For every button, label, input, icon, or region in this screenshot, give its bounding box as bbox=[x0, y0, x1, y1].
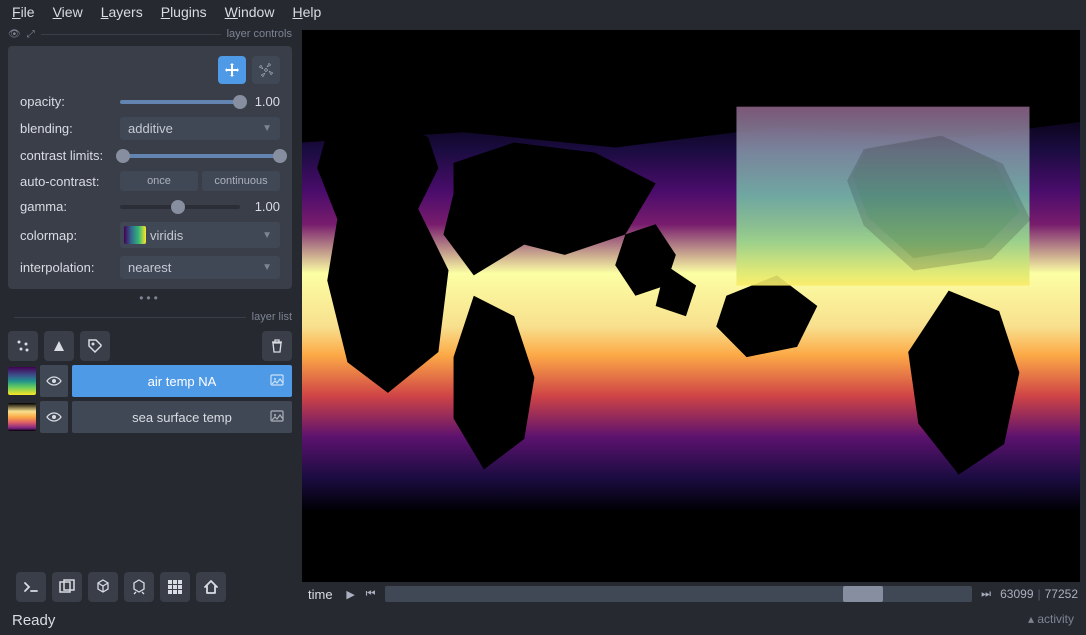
step-forward-button[interactable]: ⏭ bbox=[980, 586, 992, 602]
delete-layer-button[interactable] bbox=[262, 331, 292, 361]
layer-item[interactable]: air temp NA bbox=[72, 365, 292, 397]
menu-view[interactable]: View bbox=[53, 4, 83, 20]
menu-layers[interactable]: Layers bbox=[101, 4, 143, 20]
visibility-toggle[interactable] bbox=[40, 401, 68, 433]
layer-thumbnail bbox=[8, 403, 36, 431]
colormap-label: colormap: bbox=[20, 228, 112, 243]
autocontrast-once-button[interactable]: once bbox=[120, 171, 198, 191]
menu-file[interactable]: File bbox=[12, 4, 35, 20]
left-panel: 👁 ⤢ layer controls opacity: bbox=[0, 24, 300, 606]
layer-controls-title: layer controls bbox=[227, 28, 292, 40]
play-button[interactable]: ▶ bbox=[345, 586, 357, 602]
gamma-slider[interactable] bbox=[120, 205, 240, 209]
image-icon bbox=[270, 409, 284, 426]
status-text: Ready bbox=[12, 612, 55, 629]
menu-help[interactable]: Help bbox=[292, 4, 321, 20]
step-back-button[interactable]: ⏮ bbox=[365, 586, 377, 602]
colormap-swatch bbox=[124, 226, 146, 244]
canvas[interactable] bbox=[302, 30, 1080, 582]
layer-list-header: layer list bbox=[8, 311, 292, 323]
menu-plugins[interactable]: Plugins bbox=[161, 4, 207, 20]
opacity-label: opacity: bbox=[20, 94, 112, 109]
autocontrast-continuous-button[interactable]: continuous bbox=[202, 171, 280, 191]
blending-label: blending: bbox=[20, 121, 112, 136]
opacity-value: 1.00 bbox=[246, 94, 280, 109]
viewer-area: ⋮ bbox=[300, 24, 1086, 606]
layer-row: sea surface temp bbox=[8, 401, 292, 433]
activity-toggle[interactable]: ▴ activity bbox=[1028, 612, 1074, 629]
autocontrast-label: auto-contrast: bbox=[20, 174, 112, 189]
layer-list-title: layer list bbox=[252, 311, 292, 323]
layer-controls: opacity: 1.00 blending: additive▼ contra… bbox=[8, 46, 292, 289]
eye-icon[interactable]: 👁 bbox=[8, 29, 21, 40]
layer-thumbnail bbox=[8, 367, 36, 395]
viewer-toolbar bbox=[8, 568, 292, 606]
chevron-down-icon: ▼ bbox=[262, 123, 272, 134]
opacity-slider[interactable] bbox=[120, 100, 240, 104]
interpolation-label: interpolation: bbox=[20, 260, 112, 275]
time-label: time bbox=[308, 587, 333, 602]
transform-button[interactable] bbox=[252, 56, 280, 84]
new-labels-button[interactable] bbox=[80, 331, 110, 361]
menu-bar: File View Layers Plugins Window Help bbox=[0, 0, 1086, 24]
resize-handle[interactable]: ••• bbox=[8, 291, 292, 305]
transpose-button[interactable] bbox=[124, 572, 154, 602]
chevron-down-icon: ▼ bbox=[262, 230, 272, 241]
chevron-down-icon: ▼ bbox=[262, 262, 272, 273]
gamma-label: gamma: bbox=[20, 199, 112, 214]
new-points-button[interactable] bbox=[8, 331, 38, 361]
gamma-value: 1.00 bbox=[246, 199, 280, 214]
visibility-toggle[interactable] bbox=[40, 365, 68, 397]
roll-dims-button[interactable] bbox=[88, 572, 118, 602]
ndisplay-button[interactable] bbox=[52, 572, 82, 602]
status-bar: Ready ▴ activity bbox=[0, 606, 1086, 635]
blending-dropdown[interactable]: additive▼ bbox=[120, 117, 280, 140]
layer-list: air temp NA sea surface temp bbox=[8, 365, 292, 437]
layer-toolbar bbox=[8, 331, 292, 361]
layer-row: air temp NA bbox=[8, 365, 292, 397]
contrast-label: contrast limits: bbox=[20, 148, 112, 163]
expand-icon[interactable]: ⤢ bbox=[27, 29, 35, 40]
pan-zoom-button[interactable] bbox=[218, 56, 246, 84]
new-shapes-button[interactable] bbox=[44, 331, 74, 361]
time-slider[interactable] bbox=[385, 586, 973, 602]
dims-bar: time ▶ ⏮ ⏭ 63099|77252 bbox=[300, 582, 1086, 606]
image-icon bbox=[270, 373, 284, 390]
layer-item[interactable]: sea surface temp bbox=[72, 401, 292, 433]
colormap-dropdown[interactable]: viridis ▼ bbox=[120, 222, 280, 248]
contrast-slider[interactable] bbox=[120, 154, 280, 158]
grid-button[interactable] bbox=[160, 572, 190, 602]
console-button[interactable] bbox=[16, 572, 46, 602]
interpolation-dropdown[interactable]: nearest▼ bbox=[120, 256, 280, 279]
menu-window[interactable]: Window bbox=[225, 4, 275, 20]
home-button[interactable] bbox=[196, 572, 226, 602]
layer-controls-header: 👁 ⤢ layer controls bbox=[8, 28, 292, 40]
cursor-coords: 63099|77252 bbox=[1000, 587, 1078, 601]
